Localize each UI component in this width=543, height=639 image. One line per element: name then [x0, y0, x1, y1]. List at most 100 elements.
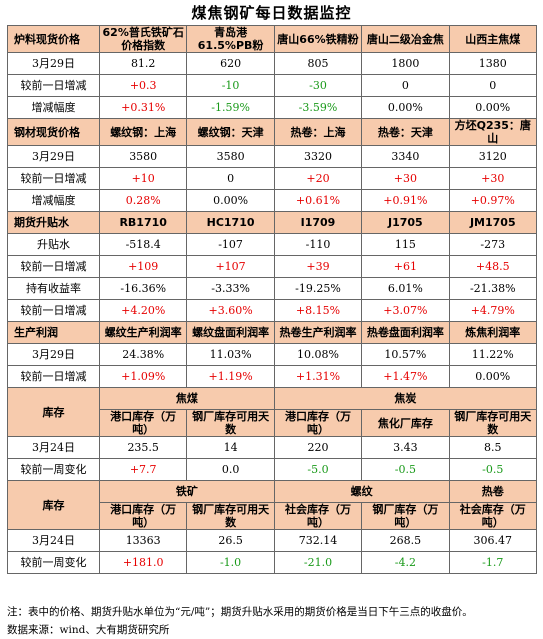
column-header: 港口库存（万吨）: [98, 409, 188, 437]
table-cell: 3340: [361, 145, 450, 168]
table-cell: +8.15%: [273, 299, 363, 322]
row-label: 3月29日: [7, 145, 100, 168]
table-cell: -1.0: [186, 551, 275, 574]
row-label: 3月24日: [7, 529, 100, 552]
table-cell: +7.7: [98, 458, 188, 481]
table-cell: +3.60%: [186, 299, 275, 322]
table-row: 增减幅度 +0.31% -1.59% -3.59% 0.00% 0.00%: [7, 96, 538, 119]
table-row: 3月24日 13363 26.5 732.14 268.5 306.47: [7, 529, 538, 552]
table-cell: -21.0: [273, 551, 363, 574]
table-header-row: 炉料现货价格 62%普氏铁矿石价格指数 青岛港61.5%PB粉 唐山66%铁精粉…: [7, 25, 538, 53]
column-header: J1705: [361, 211, 450, 234]
group-header-hot-coil: 热卷: [448, 480, 538, 503]
column-header: 钢厂库存可用天数: [186, 502, 275, 530]
table-cell: +20: [273, 167, 363, 190]
table-cell: 0: [186, 167, 275, 190]
table-cell: 1800: [361, 52, 450, 75]
column-header: 方坯Q235：唐山: [448, 118, 538, 146]
table-cell: +0.97%: [448, 189, 538, 212]
table-cell: -4.2: [361, 551, 450, 574]
table-row: 升贴水 -518.4 -107 -110 115 -273: [7, 233, 538, 256]
table-cell: 0.00%: [186, 189, 275, 212]
table-row: 3月29日 3580 3580 3320 3340 3120: [7, 145, 538, 168]
table-row: 较前一日增减 +4.20% +3.60% +8.15% +3.07% +4.79…: [7, 299, 538, 322]
table-cell: +3.07%: [361, 299, 450, 322]
table-cell: -518.4: [98, 233, 188, 256]
table-cell: +0.91%: [361, 189, 450, 212]
column-header: 社会库存（万吨）: [448, 502, 538, 530]
table-cell: -3.33%: [186, 277, 275, 300]
table-cell: +10: [98, 167, 188, 190]
group-header-coking-coal: 焦煤: [99, 387, 275, 410]
column-header: 62%普氏铁矿石价格指数: [98, 25, 188, 53]
column-header: 唐山二级冶金焦: [361, 25, 450, 53]
table-cell: 3580: [186, 145, 275, 168]
table-cell: +39: [273, 255, 363, 278]
table-cell: +181.0: [98, 551, 188, 574]
group-header-rebar: 螺纹: [273, 480, 450, 503]
table-row: 3月29日 81.2 620 805 1800 1380: [7, 52, 538, 75]
table-cell: +30: [448, 167, 538, 190]
table-row: 较前一日增减 +10 0 +20 +30 +30: [7, 167, 538, 190]
table-cell: 268.5: [361, 529, 450, 552]
table-cell: -10: [186, 74, 275, 97]
table-cell: 732.14: [273, 529, 363, 552]
row-label: 较前一日增减: [7, 365, 100, 388]
column-header: 焦化厂库存: [361, 409, 450, 437]
table-header-row: 港口库存（万吨） 钢厂库存可用天数 港口库存（万吨） 焦化厂库存 钢厂库存可用天…: [7, 409, 538, 437]
table-cell: -30: [273, 74, 363, 97]
table-cell: 8.5: [448, 436, 538, 459]
section-label-production-profit: 生产利润: [7, 321, 100, 344]
table-cell: +1.31%: [273, 365, 363, 388]
table-cell: 26.5: [186, 529, 275, 552]
table-cell: 10.57%: [361, 343, 450, 366]
table-header-row: 生产利润 螺纹生产利润率 螺纹盘面利润率 热卷生产利润率 热卷盘面利润率 炼焦利…: [7, 321, 538, 344]
column-header: 山西主焦煤: [448, 25, 538, 53]
section-label-inventory-ore-steel: 库存: [7, 480, 100, 530]
data-monitor-table: 炉料现货价格 62%普氏铁矿石价格指数 青岛港61.5%PB粉 唐山66%铁精粉…: [7, 25, 538, 574]
row-label: 增减幅度: [7, 96, 100, 119]
table-cell: 3.43: [361, 436, 450, 459]
table-cell: +61: [361, 255, 450, 278]
column-header: 螺纹钢：上海: [98, 118, 188, 146]
table-cell: -107: [186, 233, 275, 256]
table-header-row: 库存 铁矿 螺纹 热卷: [7, 480, 538, 530]
column-header: 钢厂库存可用天数: [448, 409, 538, 437]
footnote: 注：表中的价格、期货升贴水单位为“元/吨”；期货升贴水采用的期货价格是当日下午三…: [7, 606, 473, 618]
row-label: 较前一日增减: [7, 299, 100, 322]
section-label-steel-spot: 钢材现货价格: [7, 118, 100, 146]
table-cell: +0.3: [98, 74, 188, 97]
column-header: 炼焦利润率: [448, 321, 538, 344]
table-row: 增减幅度 0.28% 0.00% +0.61% +0.91% +0.97%: [7, 189, 538, 212]
table-row: 较前一日增减 +109 +107 +39 +61 +48.5: [7, 255, 538, 278]
table-cell: 805: [273, 52, 363, 75]
page-title: 煤焦钢矿每日数据监控: [191, 4, 352, 22]
table-cell: +48.5: [448, 255, 538, 278]
row-label: 较前一日增减: [7, 167, 100, 190]
table-row: 较前一日增减 +1.09% +1.19% +1.31% +1.47% 0.00%: [7, 365, 538, 388]
group-header-iron-ore: 铁矿: [99, 480, 275, 503]
section-label-inventory-coal-coke: 库存: [7, 387, 100, 437]
table-cell: 306.47: [448, 529, 538, 552]
table-header-row: 库存 焦煤 焦炭: [7, 387, 538, 437]
table-cell: 24.38%: [98, 343, 188, 366]
column-header: 螺纹生产利润率: [98, 321, 188, 344]
table-cell: 81.2: [98, 52, 188, 75]
row-label: 3月24日: [7, 436, 100, 459]
table-header-row: 钢材现货价格 螺纹钢：上海 螺纹钢：天津 热卷：上海 热卷：天津 方坯Q235：…: [7, 118, 538, 146]
table-cell: -5.0: [273, 458, 363, 481]
data-source: 数据来源：wind、大有期货研究所: [7, 624, 170, 636]
table-cell: 235.5: [98, 436, 188, 459]
table-cell: 6.01%: [361, 277, 450, 300]
section-label-futures-basis: 期货升贴水: [7, 211, 100, 234]
table-cell: +107: [186, 255, 275, 278]
table-cell: -0.5: [448, 458, 538, 481]
table-row: 较前一日增减 +0.3 -10 -30 0 0: [7, 74, 538, 97]
table-cell: -110: [273, 233, 363, 256]
table-cell: 0.00%: [448, 365, 538, 388]
column-header: 唐山66%铁精粉: [273, 25, 363, 53]
column-header: I1709: [273, 211, 363, 234]
table-row: 3月29日 24.38% 11.03% 10.08% 10.57% 11.22%: [7, 343, 538, 366]
table-cell: +0.61%: [273, 189, 363, 212]
